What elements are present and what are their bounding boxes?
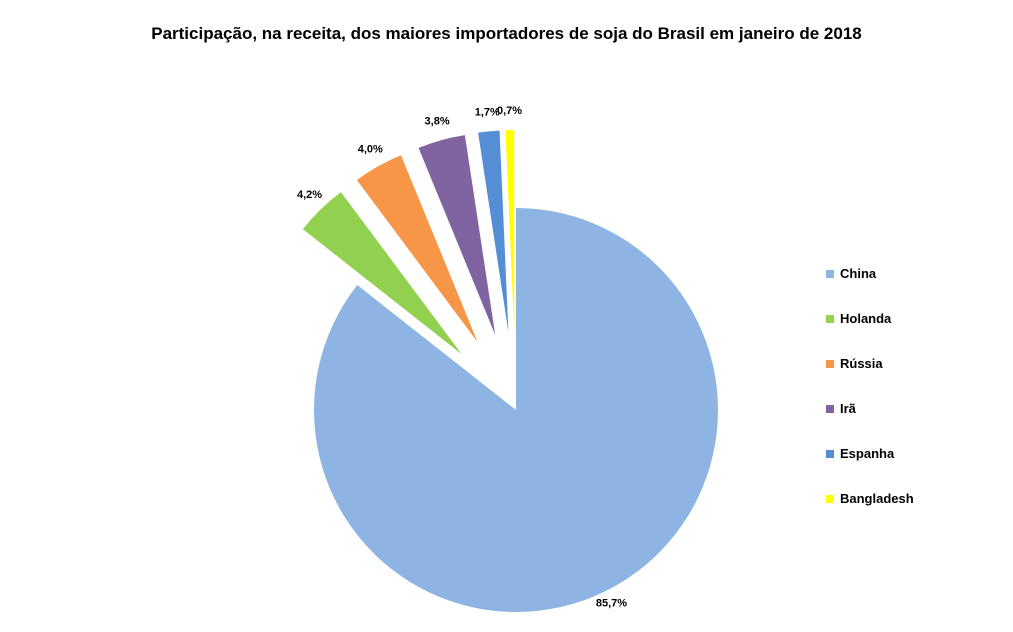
legend-swatch: [826, 405, 834, 413]
pie-slice-espanha: [478, 130, 509, 333]
legend-swatch: [826, 270, 834, 278]
pie-slice-rússia: [356, 155, 478, 343]
legend-item-bangladesh: Bangladesh: [826, 491, 914, 536]
legend: China Holanda Rússia Irã Espanha Bangladesh: [826, 266, 914, 536]
legend-swatch: [826, 495, 834, 503]
legend-item-espanha: Espanha: [826, 446, 914, 491]
data-label-bangladesh: 0,7%: [497, 105, 522, 117]
legend-item-china: China: [826, 266, 914, 311]
legend-item-irã: Irã: [826, 401, 914, 446]
legend-label: China: [840, 266, 877, 281]
pie-slice-china: [313, 208, 719, 612]
legend-label: Rússia: [840, 356, 883, 371]
legend-swatch: [826, 315, 834, 323]
chart-title: Participação, na receita, dos maiores im…: [151, 24, 862, 43]
legend-item-rússia: Rússia: [826, 356, 914, 401]
data-label-holanda: 4,2%: [297, 189, 322, 201]
pie-slice-bangladesh: [505, 130, 515, 333]
pie-slice-holanda: [302, 192, 462, 355]
legend-item-holanda: Holanda: [826, 311, 914, 356]
legend-swatch: [826, 450, 834, 458]
legend-label: Irã: [840, 401, 856, 416]
data-label-espanha: 1,7%: [475, 106, 500, 118]
data-label-rússia: 4,0%: [358, 143, 383, 155]
legend-label: Bangladesh: [840, 491, 914, 506]
data-label-china: 85,7%: [596, 598, 627, 610]
legend-swatch: [826, 360, 834, 368]
legend-label: Holanda: [840, 311, 892, 326]
legend-label: Espanha: [840, 446, 895, 461]
data-label-irã: 3,8%: [425, 116, 450, 128]
pie-slice-irã: [418, 135, 496, 335]
